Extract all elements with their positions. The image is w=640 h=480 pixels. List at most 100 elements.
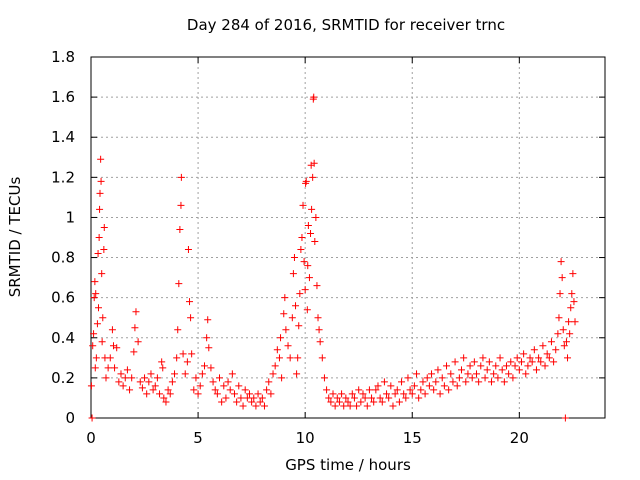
- data-point: [479, 354, 487, 362]
- data-point: [292, 302, 300, 310]
- data-point: [363, 402, 371, 410]
- data-point: [281, 294, 289, 302]
- data-point: [299, 201, 307, 209]
- data-point: [570, 298, 578, 306]
- data-point: [95, 234, 103, 241]
- data-point: [357, 398, 365, 406]
- data-point: [554, 330, 562, 338]
- data-point: [473, 370, 480, 378]
- y-tick-label: 0.8: [51, 249, 75, 267]
- data-point: [477, 362, 485, 370]
- data-point: [445, 386, 453, 394]
- data-point: [355, 386, 363, 394]
- x-axis-title: GPS time / hours: [285, 456, 411, 474]
- data-point: [402, 394, 410, 402]
- y-axis-title: SRMTID / TECUs: [6, 177, 24, 298]
- data-point: [233, 398, 241, 406]
- data-point: [475, 378, 483, 386]
- data-point: [173, 354, 181, 362]
- data-point: [361, 394, 369, 402]
- data-point: [350, 394, 358, 402]
- data-point: [177, 173, 185, 181]
- data-point: [307, 229, 315, 237]
- data-point: [168, 378, 176, 386]
- data-point: [151, 382, 159, 390]
- data-point: [166, 390, 174, 398]
- data-point: [395, 398, 403, 406]
- data-point: [413, 370, 421, 378]
- data-point: [313, 282, 321, 290]
- data-point: [254, 390, 262, 398]
- plot-frame: [90, 56, 606, 419]
- data-point: [511, 362, 519, 370]
- data-point: [302, 177, 310, 185]
- data-point: [383, 390, 391, 398]
- data-point: [421, 390, 429, 398]
- data-point: [398, 378, 406, 386]
- data-point: [275, 354, 283, 362]
- data-point: [568, 290, 576, 298]
- data-point: [187, 314, 195, 322]
- data-point: [417, 386, 425, 394]
- data-point: [532, 366, 540, 374]
- data-point: [436, 390, 444, 398]
- data-point: [203, 334, 211, 342]
- data-point: [222, 394, 230, 402]
- data-point: [545, 354, 553, 362]
- data-point: [250, 394, 258, 402]
- data-point: [380, 378, 388, 386]
- data-point: [106, 354, 114, 362]
- data-point: [201, 362, 209, 370]
- data-point: [271, 362, 279, 370]
- data-point: [205, 344, 213, 352]
- data-point: [492, 362, 500, 370]
- data-point: [288, 314, 296, 322]
- data-point: [566, 330, 574, 338]
- data-point: [348, 390, 356, 398]
- data-point: [119, 382, 127, 390]
- data-point: [230, 390, 238, 398]
- data-point: [565, 318, 573, 326]
- data-point: [194, 390, 202, 398]
- data-point: [509, 374, 517, 382]
- data-point: [284, 342, 292, 350]
- data-point: [294, 354, 302, 362]
- data-point: [562, 338, 570, 346]
- y-tick-label: 1.6: [51, 88, 75, 106]
- data-point: [378, 398, 386, 406]
- data-point: [539, 342, 547, 350]
- data-point: [175, 280, 183, 288]
- data-point: [117, 370, 125, 378]
- data-point: [315, 326, 323, 334]
- data-point: [308, 205, 316, 213]
- data-point: [295, 322, 303, 330]
- data-point: [408, 390, 416, 398]
- data-point: [440, 382, 448, 390]
- data-point: [498, 366, 506, 374]
- data-point: [393, 386, 401, 394]
- data-point: [269, 370, 277, 378]
- grid: [91, 57, 605, 418]
- data-point: [211, 386, 219, 394]
- data-point: [449, 378, 457, 386]
- data-point: [218, 398, 226, 406]
- data-point: [535, 354, 543, 362]
- data-point: [220, 382, 228, 390]
- data-point: [502, 362, 510, 370]
- data-point: [282, 326, 290, 334]
- data-point: [286, 354, 294, 362]
- data-point: [111, 364, 119, 372]
- data-point: [304, 221, 312, 229]
- data-point: [310, 93, 318, 101]
- data-point: [256, 398, 264, 406]
- data-point: [470, 358, 478, 366]
- data-point: [245, 390, 253, 398]
- data-point: [207, 364, 215, 372]
- y-tick-label: 0.4: [51, 329, 75, 347]
- data-point: [153, 374, 161, 382]
- data-point: [277, 334, 285, 342]
- data-point: [543, 350, 551, 358]
- data-point: [192, 374, 200, 382]
- data-point: [537, 358, 545, 366]
- data-point: [432, 378, 440, 386]
